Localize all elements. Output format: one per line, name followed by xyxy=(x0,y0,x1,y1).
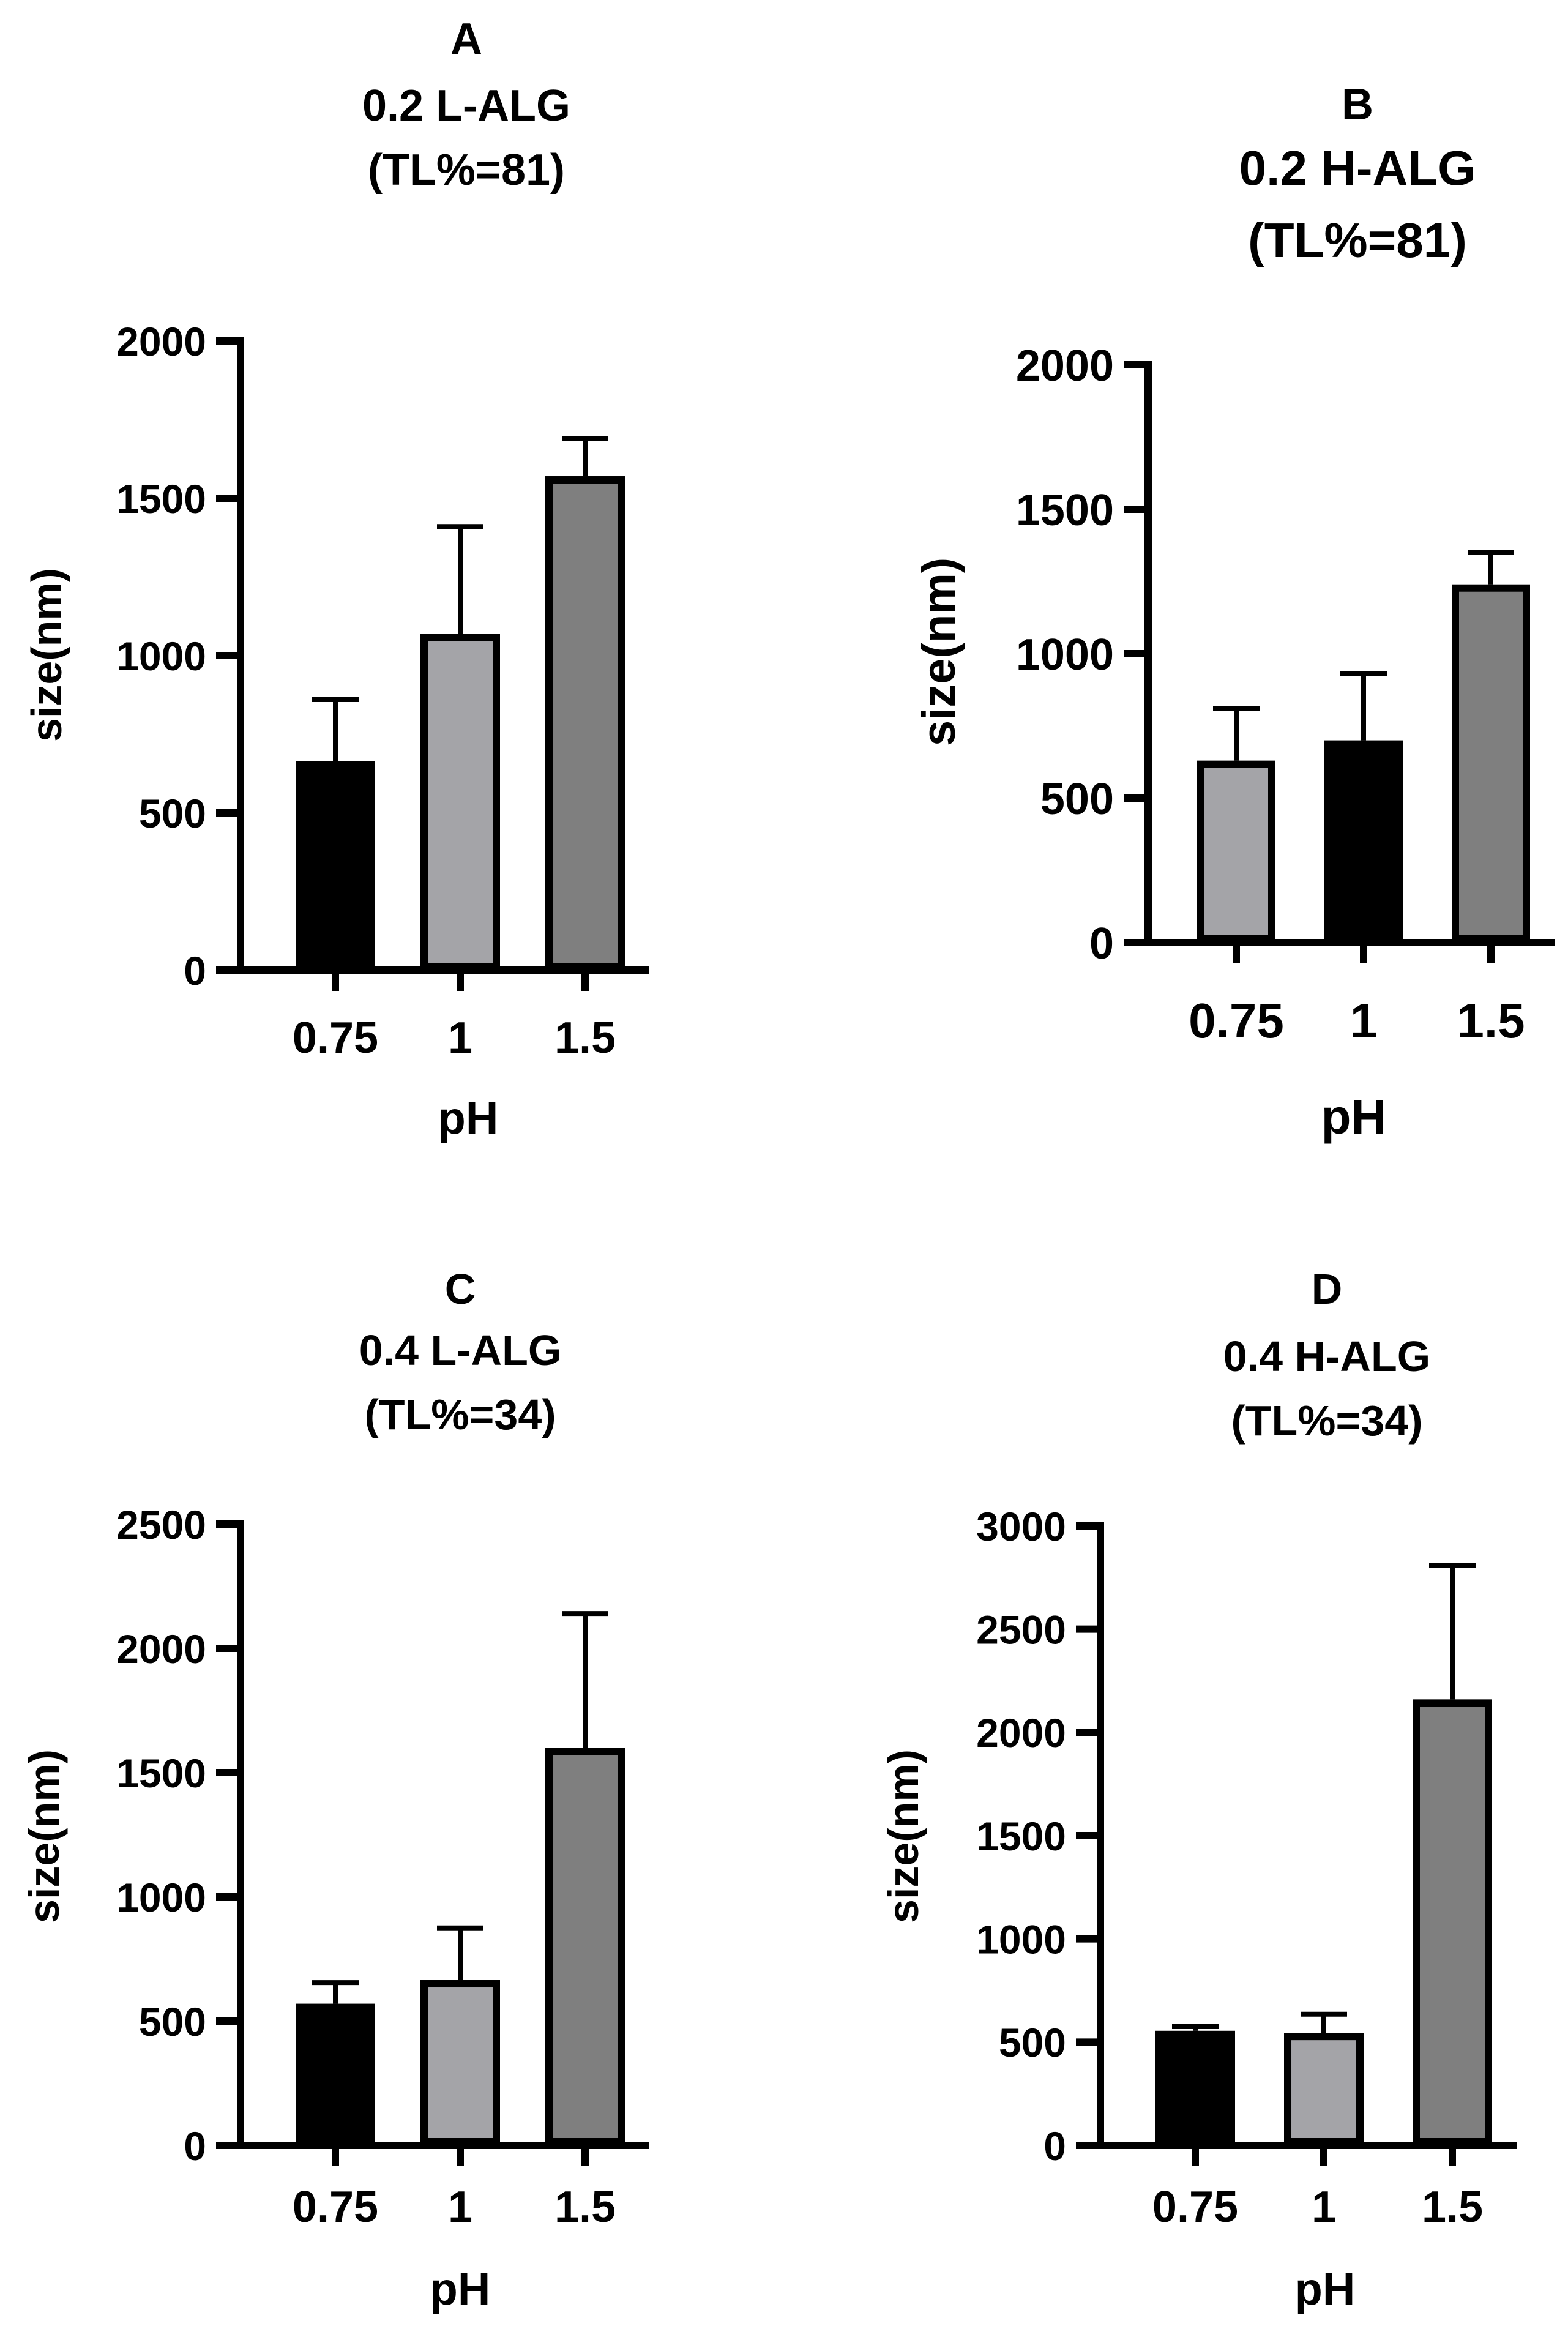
panel-c-x-tick-label-2: 1 xyxy=(448,2183,472,2232)
panel-a-y-tick-label-2: 500 xyxy=(139,791,206,836)
panel-b-x-tick-label-3: 1.5 xyxy=(1457,993,1525,1048)
panel-d-bar-3 xyxy=(1413,1699,1492,2146)
panel-d-y-tick-label-4: 1500 xyxy=(976,1814,1066,1859)
panel-c-title-line-1: 0.4 L-ALG xyxy=(359,1326,562,1374)
panel-b-y-tick-label-3: 1000 xyxy=(1016,630,1114,679)
panel-a-x-tick-label-3: 1.5 xyxy=(554,1014,616,1063)
panel-c-y-tick-label-4: 1500 xyxy=(116,1751,206,1796)
panel-c-title-line-2: (TL%=34) xyxy=(364,1391,556,1438)
panel-a-x-tick-label-2: 1 xyxy=(448,1014,472,1063)
panel-c-y-tick-label-3: 1000 xyxy=(116,1875,206,1920)
panel-d-x-tick-label-3: 1.5 xyxy=(1422,2183,1483,2232)
panel-a-bar-3 xyxy=(545,476,625,970)
panel-d-x-tick-label-2: 1 xyxy=(1312,2183,1336,2232)
panel-d-title-line-1: 0.4 H-ALG xyxy=(1223,1333,1430,1380)
panel-b-plot-area: 0.75 1 1.5 0 500 1000 1500 2000 xyxy=(1016,342,1555,1048)
panel-a-y-tick-label-1: 0 xyxy=(184,948,206,993)
panel-b-bar-1 xyxy=(1197,760,1275,943)
panel-c-bar-2 xyxy=(420,1980,500,2145)
panel-a-y-tick-label-4: 1500 xyxy=(116,476,206,522)
panel-a-title-letter: A xyxy=(450,15,482,64)
panel-c-plot-area: 0.75 1 1.5 0 500 1000 1500 2000 2500 xyxy=(116,1502,649,2232)
panel-a-x-tick-label-1: 0.75 xyxy=(293,1014,378,1063)
panel-d-y-tick-label-2: 500 xyxy=(999,2020,1066,2065)
panel-b-bar-2 xyxy=(1324,740,1403,943)
panel-d-plot-area: 0.75 1 1.5 0 500 1000 1500 2000 2500 3000 xyxy=(976,1504,1517,2232)
panel-c: C 0.4 L-ALG (TL%=34) size(nm) pH 0.75 1 1.… xyxy=(20,1265,649,2314)
panel-b-y-axis-label: size(nm) xyxy=(913,558,965,746)
panel-a-y-axis-label: size(nm) xyxy=(23,568,70,742)
panel-b-title-line-2: (TL%=81) xyxy=(1248,213,1467,267)
panel-c-x-tick-label-1: 0.75 xyxy=(293,2183,378,2232)
panel-c-bar-1 xyxy=(296,2003,375,2146)
panel-d-y-tick-label-6: 2500 xyxy=(976,1607,1066,1652)
panel-c-bar-3 xyxy=(545,1748,625,2145)
panel-d-title-letter: D xyxy=(1312,1265,1343,1313)
panel-d-y-tick-label-1: 0 xyxy=(1043,2123,1066,2169)
panel-d-title-line-2: (TL%=34) xyxy=(1231,1397,1422,1445)
panel-a-y-tick-label-5: 2000 xyxy=(116,319,206,364)
panel-c-x-axis-label: pH xyxy=(430,2264,491,2314)
panel-c-y-tick-label-1: 0 xyxy=(184,2123,206,2169)
panel-a-title-line-1: 0.2 L-ALG xyxy=(362,81,570,130)
panel-d-x-axis-label: pH xyxy=(1295,2264,1356,2314)
panel-b: B 0.2 H-ALG (TL%=81) size(nm) pH 0.75 1 1.… xyxy=(913,80,1555,1144)
panel-b-y-tick-label-1: 0 xyxy=(1089,919,1114,968)
panel-c-title-letter: C xyxy=(445,1265,476,1313)
panel-b-x-tick-label-2: 1 xyxy=(1350,993,1378,1048)
panel-b-y-tick-label-4: 1500 xyxy=(1016,486,1114,535)
panel-b-y-tick-label-5: 2000 xyxy=(1016,342,1114,391)
panel-d-y-tick-label-5: 2000 xyxy=(976,1710,1066,1755)
panel-d-x-tick-label-1: 0.75 xyxy=(1152,2183,1238,2232)
panel-c-x-tick-label-3: 1.5 xyxy=(554,2183,616,2232)
panel-c-y-tick-label-2: 500 xyxy=(139,1999,206,2044)
panel-c-y-tick-label-6: 2500 xyxy=(116,1502,206,1547)
panel-d-y-tick-label-3: 1000 xyxy=(976,1916,1066,1962)
panel-b-x-axis-label: pH xyxy=(1321,1090,1387,1144)
panel-a-bar-2 xyxy=(420,634,500,970)
panel-d-bar-1 xyxy=(1155,2030,1235,2146)
panel-d-y-axis-label: size(nm) xyxy=(879,1749,927,1923)
panel-a-y-tick-label-3: 1000 xyxy=(116,634,206,679)
panel-b-title-letter: B xyxy=(1342,80,1373,129)
panel-a-bar-1 xyxy=(296,761,375,970)
panel-b-y-tick-label-2: 500 xyxy=(1040,775,1114,824)
panel-a-title-line-2: (TL%=81) xyxy=(368,146,565,195)
panel-c-y-axis-label: size(nm) xyxy=(20,1749,68,1923)
panel-b-bar-3 xyxy=(1452,584,1530,943)
panel-d: D 0.4 H-ALG (TL%=34) size(nm) pH 0.75 1 1.… xyxy=(879,1265,1517,2314)
panel-b-title-line-1: 0.2 H-ALG xyxy=(1239,141,1476,195)
panel-a-x-axis-label: pH xyxy=(438,1093,499,1143)
panel-b-x-tick-label-1: 0.75 xyxy=(1189,993,1284,1048)
panel-a-plot-area: 0.75 1 1.5 0 500 1000 1500 2000 xyxy=(116,319,649,1063)
panel-c-y-tick-label-5: 2000 xyxy=(116,1626,206,1672)
panel-d-y-tick-label-7: 3000 xyxy=(976,1504,1066,1549)
panel-d-bar-2 xyxy=(1284,2033,1364,2145)
panel-a: A 0.2 L-ALG (TL%=81) size(nm) pH 0.75 1 1.… xyxy=(23,15,649,1143)
